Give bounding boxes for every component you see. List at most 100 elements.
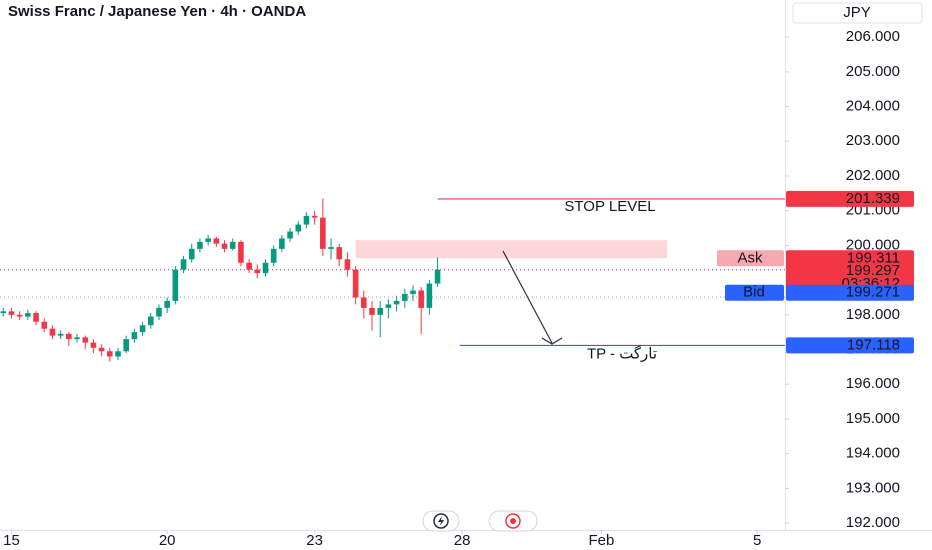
candle-body — [107, 351, 113, 357]
candle-body — [8, 311, 15, 315]
candle-body — [139, 325, 146, 333]
candle-body — [33, 313, 39, 322]
bid-price: 199.271 — [846, 284, 900, 301]
y-tick-label: 194.000 — [846, 445, 900, 462]
candle-body — [180, 259, 187, 270]
y-tick-label: 203.000 — [846, 132, 900, 149]
candle-body — [172, 269, 179, 301]
x-tick-label: 15 — [3, 532, 20, 549]
bid-price-box — [786, 284, 914, 301]
candle-body — [98, 347, 105, 352]
candle-body — [246, 262, 252, 270]
candle-body — [188, 248, 195, 260]
lightning-icon — [433, 513, 449, 529]
candle-body — [426, 283, 433, 308]
ask-price: 199.311 — [847, 249, 900, 266]
candle-body — [156, 307, 162, 317]
candle-body — [352, 269, 359, 298]
lightning-glyph — [438, 516, 444, 526]
candle-body — [287, 231, 293, 239]
candle-body — [336, 247, 343, 260]
candle-body — [221, 243, 228, 249]
candle-body — [0, 311, 7, 314]
target-price: 197.118 — [847, 336, 900, 353]
currency-box[interactable] — [792, 2, 923, 24]
ask-tag — [717, 250, 784, 267]
y-tick-label: 206.000 — [846, 28, 900, 45]
arrow-head — [541, 337, 563, 345]
x-tick-label: 20 — [159, 532, 176, 549]
y-tick-label: 198.000 — [846, 306, 900, 323]
candle-body — [213, 238, 220, 244]
candle-body — [303, 215, 310, 225]
y-tick-label: 195.000 — [846, 410, 900, 427]
last-price: 199.297 — [846, 262, 900, 279]
candle-body — [254, 269, 261, 274]
candle-body — [311, 215, 318, 218]
candle-body — [147, 316, 154, 326]
candle-body — [16, 314, 23, 317]
candle-body — [270, 248, 277, 263]
candle-body — [49, 328, 56, 336]
candle-body — [377, 307, 384, 315]
candle-body — [328, 247, 334, 249]
x-tick-label: 23 — [306, 532, 323, 549]
y-tick-label: 193.000 — [846, 479, 900, 496]
y-tick-label: 205.000 — [846, 63, 900, 80]
bottom-buttons — [422, 510, 538, 532]
y-tick-label: 204.000 — [846, 98, 900, 115]
record-dot — [510, 518, 516, 524]
candle-body — [361, 297, 367, 308]
y-tick-label: 200.000 — [846, 236, 900, 253]
zone — [355, 240, 668, 259]
ask-price-box — [786, 250, 914, 267]
y-tick-label: 192.000 — [846, 514, 900, 531]
stop-price: 201.339 — [846, 190, 900, 207]
chart-title: Swiss Franc / Japanese Yen · 4h · OANDA — [8, 3, 306, 20]
candle-body — [57, 333, 64, 336]
candle-body — [115, 351, 121, 357]
candle-body — [25, 313, 31, 317]
candle-body — [393, 300, 400, 305]
candle-body — [401, 293, 408, 301]
y-tick-label: 202.000 — [846, 167, 900, 184]
candle-body — [434, 269, 441, 284]
candle-body — [418, 290, 424, 308]
candle-body — [131, 332, 138, 340]
bid-tag — [725, 284, 784, 301]
candle-body — [164, 300, 170, 308]
candle-body — [197, 241, 203, 249]
x-tick-label: Feb — [589, 532, 615, 549]
candle-body — [238, 241, 244, 263]
ask-label: Ask — [737, 249, 763, 266]
x-tick-label: 5 — [753, 532, 761, 549]
candle-body — [66, 333, 72, 340]
candle-body — [320, 217, 326, 249]
candle-body — [41, 321, 48, 329]
last-price-box — [786, 262, 914, 291]
candle-body — [90, 342, 97, 348]
candle-body — [205, 238, 211, 242]
target-price-box — [786, 337, 914, 354]
candle-body — [385, 304, 392, 308]
candle-body — [229, 241, 236, 249]
record-icon — [505, 513, 521, 529]
y-tick-label: 196.000 — [846, 375, 900, 392]
candle-body — [123, 339, 129, 352]
forecast-arrow — [502, 250, 563, 345]
stop-text: STOP LEVEL — [564, 198, 655, 215]
candle-body — [344, 259, 351, 270]
candle-body — [262, 262, 269, 274]
currency-label[interactable]: JPY — [843, 4, 871, 21]
target-text: TP - تارگت — [587, 344, 657, 362]
candle-body — [279, 238, 285, 249]
candle-body — [295, 224, 302, 232]
candle-body — [410, 290, 416, 294]
candle-body — [74, 337, 80, 340]
bid-label: Bid — [743, 284, 765, 301]
arrow-shaft — [502, 250, 553, 344]
x-tick-label: 28 — [454, 532, 471, 549]
candle-body — [82, 337, 89, 343]
candle-body — [369, 307, 375, 315]
